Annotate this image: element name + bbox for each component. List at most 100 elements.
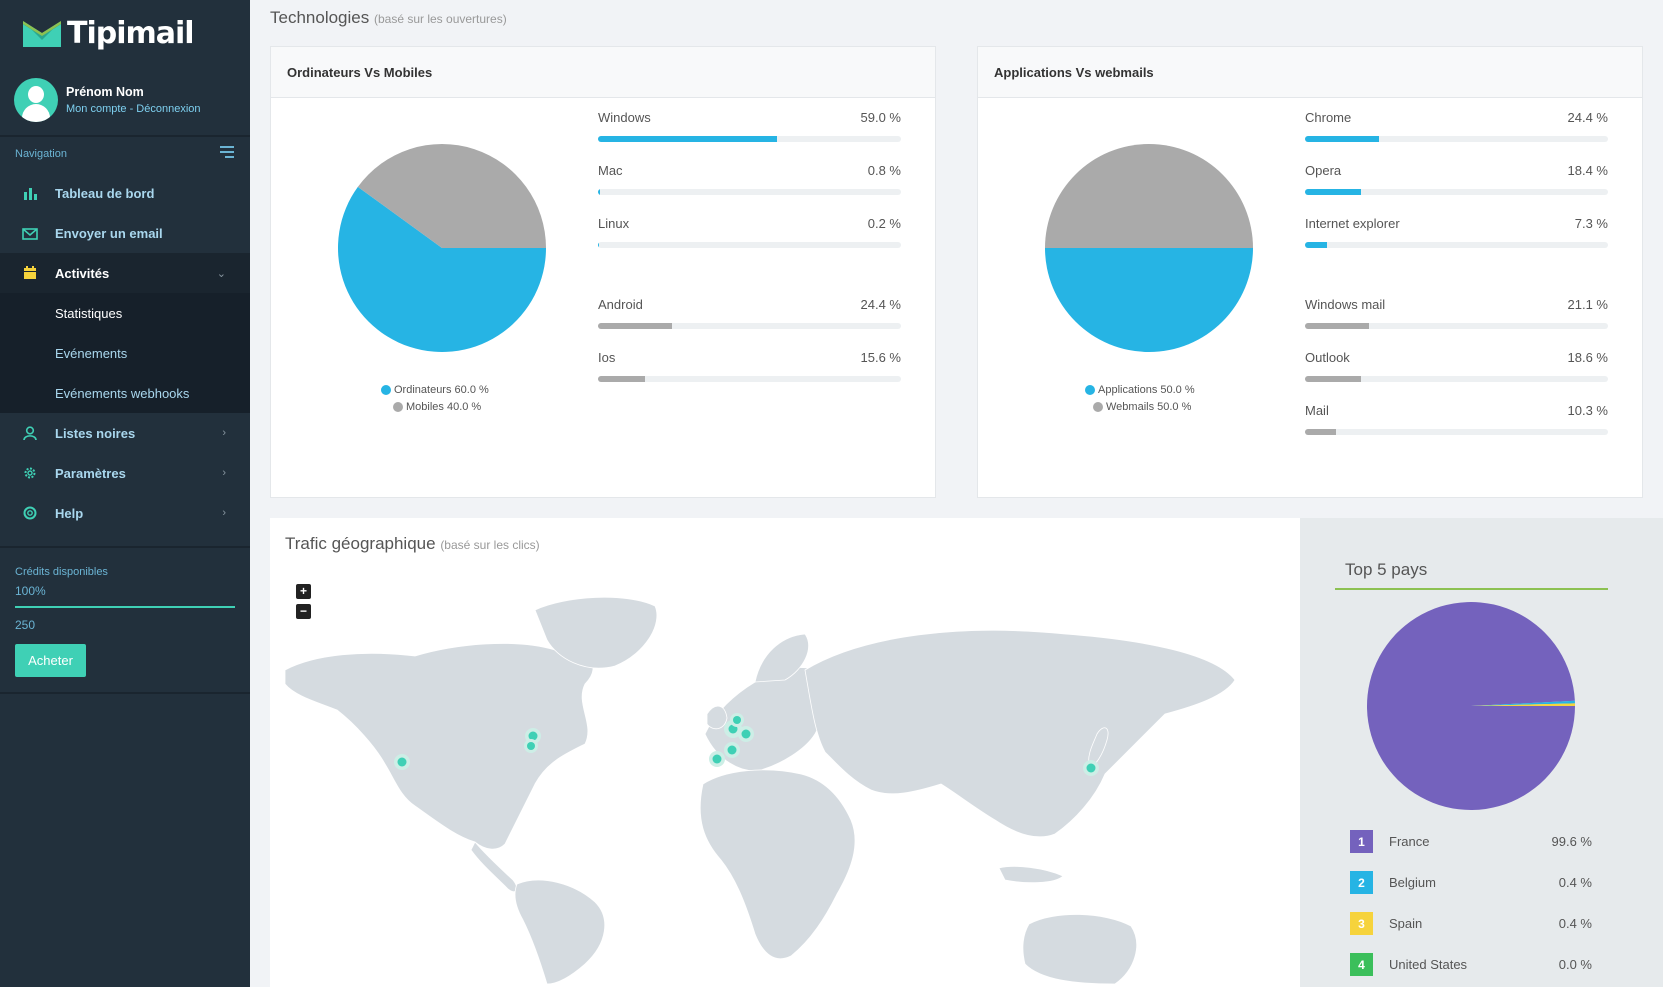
stat-chrome: Chrome 24.4 % bbox=[1305, 110, 1608, 142]
stat-value: 10.3 % bbox=[1567, 403, 1608, 418]
map-scandinavia[interactable] bbox=[754, 633, 810, 683]
pie-slice-1[interactable] bbox=[1471, 700, 1575, 706]
pie-slice-2[interactable] bbox=[1471, 703, 1575, 706]
top5-underline bbox=[1335, 588, 1608, 590]
pie-slice-1[interactable] bbox=[357, 144, 546, 248]
stat-linux: Linux 0.2 % bbox=[598, 216, 901, 248]
stat-progress-fill bbox=[598, 242, 599, 248]
stat-progress bbox=[1305, 323, 1608, 329]
legend-dot bbox=[381, 384, 391, 395]
stat-progress bbox=[598, 323, 901, 329]
stat-label: Ios bbox=[598, 350, 616, 365]
map-marker[interactable] bbox=[733, 716, 741, 724]
lifebuoy-icon bbox=[22, 505, 38, 521]
section-title-text: Technologies bbox=[270, 8, 370, 27]
clients-pie-chart bbox=[1045, 144, 1253, 352]
map-indonesia[interactable] bbox=[998, 866, 1064, 884]
zoom-out-button[interactable]: − bbox=[296, 604, 311, 619]
credits-label: Crédits disponibles bbox=[15, 566, 108, 578]
nav-item-activities[interactable]: Activités ⌄ bbox=[0, 253, 250, 293]
map-north-america[interactable] bbox=[285, 643, 594, 850]
zoom-in-button[interactable]: + bbox=[296, 584, 311, 599]
app-logo[interactable]: Tipimail bbox=[23, 16, 195, 51]
stat-progress-fill bbox=[1305, 136, 1379, 142]
stat-label: Windows mail bbox=[1305, 297, 1386, 312]
map-australia[interactable] bbox=[1022, 914, 1138, 984]
account-links[interactable]: Mon compte - Déconnexion bbox=[66, 103, 201, 115]
stat-value: 15.6 % bbox=[860, 350, 901, 365]
stat-windows-mail: Windows mail 21.1 % bbox=[1305, 297, 1608, 329]
stat-value: 24.4 % bbox=[1567, 110, 1608, 125]
legend-label: Applications 50.0 % bbox=[1098, 383, 1195, 396]
stat-progress-fill bbox=[1305, 189, 1361, 195]
subnav-item-webhook-events[interactable]: Evénements webhooks bbox=[55, 386, 190, 401]
world-map[interactable] bbox=[285, 584, 1285, 984]
stat-progress bbox=[1305, 376, 1608, 382]
stat-progress-fill bbox=[1305, 429, 1337, 435]
map-marker[interactable] bbox=[727, 745, 737, 755]
country-name: Spain bbox=[1389, 916, 1423, 931]
map-greenland[interactable] bbox=[534, 596, 658, 669]
nav-label: Paramètres bbox=[55, 465, 126, 481]
technologies-title: Technologies (basé sur les ouvertures) bbox=[270, 8, 507, 28]
map-uk[interactable] bbox=[706, 705, 728, 730]
nav-label: Envoyer un email bbox=[55, 225, 163, 241]
user-block: Prénom Nom Mon compte - Déconnexion bbox=[14, 78, 201, 122]
user-name: Prénom Nom bbox=[66, 85, 144, 99]
map-marker[interactable] bbox=[528, 731, 538, 741]
stat-progress-fill bbox=[598, 376, 646, 382]
stat-label: Windows bbox=[598, 110, 651, 125]
stat-progress bbox=[1305, 429, 1608, 435]
nav-label: Tableau de bord bbox=[55, 185, 155, 201]
nav-item-dashboard[interactable]: Tableau de bord bbox=[0, 173, 250, 213]
gear-icon bbox=[22, 465, 38, 481]
credits-amount: 250 bbox=[15, 618, 36, 632]
pie-slice-0[interactable] bbox=[1045, 248, 1253, 352]
map-marker[interactable] bbox=[712, 754, 722, 764]
stat-label: Opera bbox=[1305, 163, 1342, 178]
pie-slice-0[interactable] bbox=[338, 186, 546, 352]
country-percent: 0.0 % bbox=[1558, 957, 1592, 972]
nav-label: Listes noires bbox=[55, 425, 136, 441]
avatar[interactable] bbox=[14, 78, 58, 122]
map-marker[interactable] bbox=[397, 757, 407, 767]
stat-value: 7.3 % bbox=[1574, 216, 1608, 231]
legend-dot bbox=[393, 401, 403, 412]
country-name: France bbox=[1389, 834, 1430, 849]
map-marker[interactable] bbox=[741, 729, 751, 739]
legend-label: Ordinateurs 60.0 % bbox=[394, 383, 489, 396]
nav-item-help[interactable]: Help › bbox=[0, 493, 250, 533]
geo-title: Trafic géographique (basé sur les clics) bbox=[285, 534, 540, 554]
map-marker[interactable] bbox=[527, 742, 535, 750]
credits-progress bbox=[15, 606, 235, 608]
map-marker[interactable] bbox=[1086, 763, 1096, 773]
stat-mac: Mac 0.8 % bbox=[598, 163, 901, 195]
stat-label: Internet explorer bbox=[1305, 216, 1400, 231]
map-south-america[interactable] bbox=[514, 879, 606, 984]
rank-badge: 3 bbox=[1350, 912, 1373, 935]
nav-item-send-email[interactable]: Envoyer un email bbox=[0, 213, 250, 253]
stat-value: 0.2 % bbox=[867, 216, 901, 231]
country-row-1: 1 France 99.6 % bbox=[1350, 830, 1592, 853]
credits-percent: 100% bbox=[15, 584, 46, 598]
subnav-item-events[interactable]: Evénements bbox=[55, 346, 128, 361]
stat-mail: Mail 10.3 % bbox=[1305, 403, 1608, 435]
subnav-item-statistics[interactable]: Statistiques bbox=[55, 306, 123, 321]
buy-button[interactable]: Acheter bbox=[15, 644, 86, 677]
map-japan[interactable] bbox=[1088, 727, 1109, 767]
map-asia[interactable] bbox=[804, 629, 1236, 838]
nav-item-blacklists[interactable]: Listes noires › bbox=[0, 413, 250, 453]
menu-toggle-icon[interactable] bbox=[220, 146, 234, 158]
panel-title: Ordinateurs Vs Mobiles bbox=[271, 47, 935, 98]
section-subtitle: (basé sur les clics) bbox=[440, 538, 540, 552]
map-africa[interactable] bbox=[699, 769, 856, 960]
stat-opera: Opera 18.4 % bbox=[1305, 163, 1608, 195]
stat-progress-fill bbox=[1305, 376, 1362, 382]
devices-legend: Ordinateurs 60.0 % Mobiles 40.0 % bbox=[381, 381, 489, 415]
pie-slice-1[interactable] bbox=[1045, 144, 1253, 248]
pie-slice-0[interactable] bbox=[1367, 601, 1575, 810]
stat-label: Mail bbox=[1305, 403, 1329, 418]
nav-item-settings[interactable]: Paramètres › bbox=[0, 453, 250, 493]
stat-label: Linux bbox=[598, 216, 630, 231]
stat-progress-fill bbox=[1305, 242, 1328, 248]
